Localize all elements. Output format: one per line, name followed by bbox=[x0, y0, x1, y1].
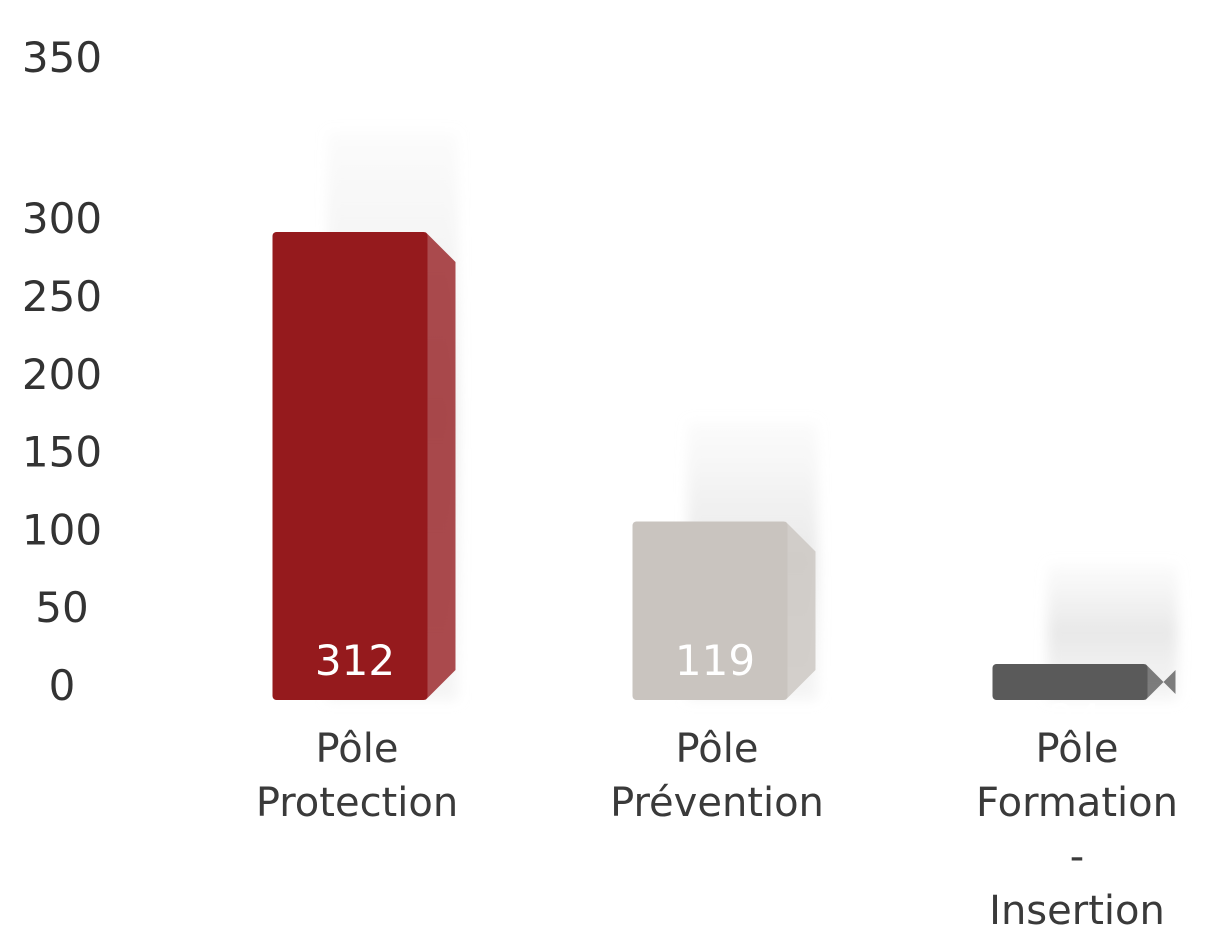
bar: 312 bbox=[272, 232, 456, 700]
x-category-label: Formation bbox=[976, 780, 1178, 826]
data-label: 312 bbox=[315, 636, 395, 685]
y-tick-label: 250 bbox=[22, 272, 102, 321]
y-axis: 0 50 100 150 200 250 300 350 bbox=[22, 33, 102, 710]
bar-front bbox=[992, 664, 1148, 700]
y-tick-label: 300 bbox=[22, 194, 102, 243]
data-label: 24 bbox=[1048, 695, 1101, 744]
bar-front bbox=[632, 521, 788, 700]
bar-side bbox=[425, 232, 456, 700]
x-category-label: Prévention bbox=[610, 780, 824, 826]
y-tick-label: 150 bbox=[22, 428, 102, 477]
x-category-label: Pôle bbox=[676, 726, 759, 772]
bar-side bbox=[1145, 664, 1176, 700]
y-tick-label: 50 bbox=[35, 583, 88, 632]
bars: 312 119 24 bbox=[272, 232, 1176, 744]
x-category-label: Protection bbox=[256, 780, 458, 826]
y-tick-label: 100 bbox=[22, 505, 102, 554]
x-category-label: Insertion bbox=[989, 888, 1165, 929]
x-category-label: Pôle bbox=[1036, 726, 1119, 772]
bar: 119 bbox=[632, 521, 816, 700]
data-label: 119 bbox=[675, 636, 755, 685]
x-category-label: Pôle bbox=[316, 726, 399, 772]
bar-front bbox=[272, 232, 428, 700]
x-category-label: - bbox=[1070, 834, 1084, 880]
x-axis: Pôle Protection Pôle Prévention Pôle Formatio… bbox=[256, 726, 1178, 929]
y-tick-label: 350 bbox=[22, 33, 102, 82]
bar-side bbox=[785, 521, 816, 700]
y-tick-label: 200 bbox=[22, 350, 102, 399]
y-tick-label: 0 bbox=[49, 661, 76, 710]
bar: 24 bbox=[992, 664, 1176, 744]
